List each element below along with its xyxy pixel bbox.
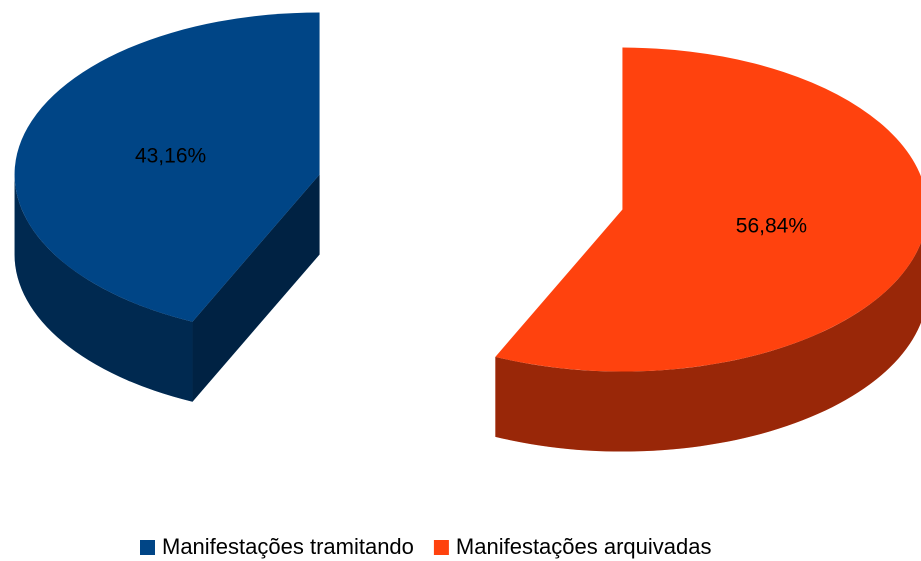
data-label: 43,16% [135, 145, 206, 168]
data-label: 56,84% [736, 214, 807, 237]
legend-label: Manifestações tramitando [162, 534, 414, 559]
slice-shade [192, 174, 320, 402]
slice [14, 12, 320, 322]
slice [495, 47, 921, 372]
slice-shade [14, 174, 193, 402]
legend-label: Manifestações arquivadas [456, 534, 712, 559]
slice-wall [14, 174, 193, 402]
legend-swatch [433, 540, 449, 555]
slice-wall [495, 242, 921, 452]
legend-swatch [140, 540, 155, 555]
slice-shade [495, 242, 921, 452]
